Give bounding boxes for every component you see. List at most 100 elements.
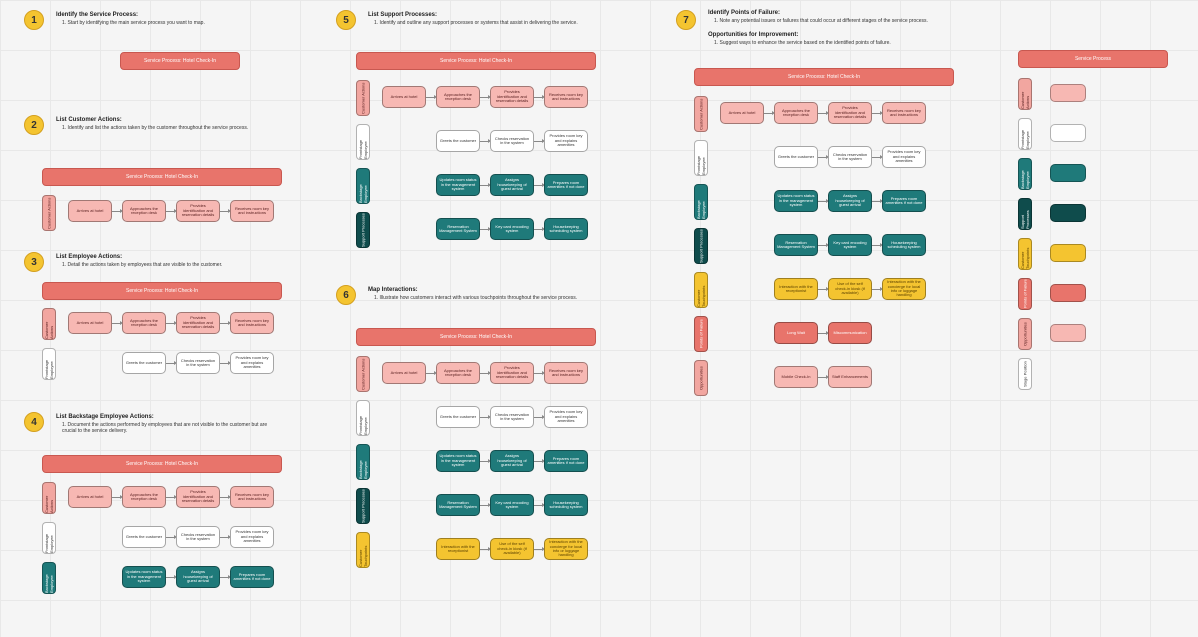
- s4-back-b: Assigns housekeeping of guest arrival: [176, 566, 220, 588]
- arrow: [534, 185, 542, 186]
- s7-opp-a: Mobile Check-In: [774, 366, 818, 388]
- step-6-desc: 1. Illustrate how customers interact wit…: [374, 295, 577, 301]
- step-7-number: 7: [676, 10, 696, 30]
- s4-front-a: Greets the customer: [122, 526, 166, 548]
- arrow: [426, 373, 434, 374]
- arrow: [480, 461, 488, 462]
- arrow: [534, 229, 542, 230]
- s6-swim-touch: Customer Touchpoints: [356, 532, 370, 568]
- s2-box-c: Provides identification and reservation …: [176, 200, 220, 222]
- arrow: [166, 497, 174, 498]
- s7-back-b: Assigns housekeeping of guest arrival: [828, 190, 872, 212]
- arrow: [220, 497, 228, 498]
- arrow: [534, 417, 542, 418]
- step-2-desc: 1. Identify and list the actions taken b…: [62, 125, 248, 131]
- legend-swim-stage: Stage Position: [1018, 358, 1032, 390]
- arrow: [480, 373, 488, 374]
- s3-cust-a: Arrives at hotel: [68, 312, 112, 334]
- s5-back-b: Assigns housekeeping of guest arrival: [490, 174, 534, 196]
- step-4-number: 4: [24, 412, 44, 432]
- s6-back-c: Prepares room amenities if not done: [544, 450, 588, 472]
- step-5-header: Service Process: Hotel Check-In: [356, 52, 596, 70]
- arrow: [220, 537, 228, 538]
- legend-swim-back: Backstage Employee: [1018, 158, 1032, 190]
- step-3-number: 3: [24, 252, 44, 272]
- s3-swim-customer: Customer Actions: [42, 308, 56, 340]
- s7-back-a: Updates room status in the management sy…: [774, 190, 818, 212]
- step-2-number: 2: [24, 115, 44, 135]
- legend-swim-support: Support Processes: [1018, 198, 1032, 230]
- s3-front-c: Provides room key and explains amenities: [230, 352, 274, 374]
- s7-fail-a: Long Wait: [774, 322, 818, 344]
- s5-sup-c: Housekeeping scheduling system: [544, 218, 588, 240]
- step-6-header: Service Process: Hotel Check-In: [356, 328, 596, 346]
- step-2-swim-customer: Customer Actions: [42, 195, 56, 231]
- arrow: [818, 201, 826, 202]
- legend-swim-failure: Points of Failure: [1018, 278, 1032, 310]
- arrow: [818, 289, 826, 290]
- s5-swim-customer: Customer Actions: [356, 80, 370, 116]
- arrow: [166, 577, 174, 578]
- s7-cust-a: Arrives at hotel: [720, 102, 764, 124]
- s6-cust-c: Provides identification and reservation …: [490, 362, 534, 384]
- s7-swim-opp: Opportunities: [694, 360, 708, 396]
- legend-swim-touch: Customer Touchpoints: [1018, 238, 1032, 270]
- arrow: [764, 113, 772, 114]
- s6-swim-front: Frontstage Employee: [356, 400, 370, 436]
- s7-touch-a: Interaction with the receptionist: [774, 278, 818, 300]
- s4-cust-b: Approaches the reception desk: [122, 486, 166, 508]
- step-6-number: 6: [336, 285, 356, 305]
- arrow: [534, 461, 542, 462]
- arrow: [480, 185, 488, 186]
- step-7-desc: 1. Note any potential issues or failures…: [714, 18, 928, 24]
- s7-front-c: Provides room key and explains amenities: [882, 146, 926, 168]
- s4-cust-d: Receives room key and instructions: [230, 486, 274, 508]
- arrow: [480, 141, 488, 142]
- s7-swim-support: Support Processes: [694, 228, 708, 264]
- s6-back-b: Assigns housekeeping of guest arrival: [490, 450, 534, 472]
- arrow: [534, 141, 542, 142]
- legend-header: Service Process: [1018, 50, 1168, 68]
- step-7-header: Service Process: Hotel Check-In: [694, 68, 954, 86]
- s6-touch-a: Interaction with the receptionist: [436, 538, 480, 560]
- step-4-title: List Backstage Employee Actions:: [56, 414, 154, 420]
- arrow: [426, 97, 434, 98]
- arrow: [872, 245, 880, 246]
- arrow: [166, 537, 174, 538]
- step-2-title: List Customer Actions:: [56, 117, 122, 123]
- arrow: [872, 201, 880, 202]
- s6-swim-support: Support Processes: [356, 488, 370, 524]
- arrow: [480, 229, 488, 230]
- arrow: [818, 157, 826, 158]
- s5-sup-b: Key card encoding system: [490, 218, 534, 240]
- s5-cust-d: Receives room key and instructions: [544, 86, 588, 108]
- step-5-desc: 1. Identify and outline any support proc…: [374, 20, 578, 26]
- s7-sup-a: Reservation Management System: [774, 234, 818, 256]
- s5-swim-front: Frontstage Employee: [356, 124, 370, 160]
- s5-back-c: Prepares room amenities if not done: [544, 174, 588, 196]
- arrow: [534, 97, 542, 98]
- s7-swim-back: Backstage Employee: [694, 184, 708, 220]
- legend-swim-front: Frontstage Employee: [1018, 118, 1032, 150]
- step-3-desc: 1. Detail the actions taken by employees…: [62, 262, 222, 268]
- s3-cust-d: Receives room key and instructions: [230, 312, 274, 334]
- s5-swim-back: Backstage Employee: [356, 168, 370, 204]
- s7-swim-customer: Customer Actions: [694, 96, 708, 132]
- s6-back-a: Updates room status in the management sy…: [436, 450, 480, 472]
- arrow: [818, 333, 826, 334]
- s6-swim-back: Backstage Employee: [356, 444, 370, 480]
- arrow: [166, 363, 174, 364]
- arrow: [818, 113, 826, 114]
- legend-box-pink: [1050, 84, 1086, 102]
- step-4-desc: 1. Document the actions performed by emp…: [62, 422, 282, 434]
- arrow: [220, 323, 228, 324]
- arrow: [166, 323, 174, 324]
- step-7-desc2: 1. Suggest ways to enhance the service b…: [714, 40, 891, 46]
- arrow: [534, 505, 542, 506]
- arrow: [220, 577, 228, 578]
- s7-swim-failure: Points of Failure: [694, 316, 708, 352]
- step-7-title: Identify Points of Failure:: [708, 10, 780, 16]
- arrow: [112, 497, 120, 498]
- s4-back-a: Updates room status in the management sy…: [122, 566, 166, 588]
- s2-box-d: Receives room key and instructions: [230, 200, 274, 222]
